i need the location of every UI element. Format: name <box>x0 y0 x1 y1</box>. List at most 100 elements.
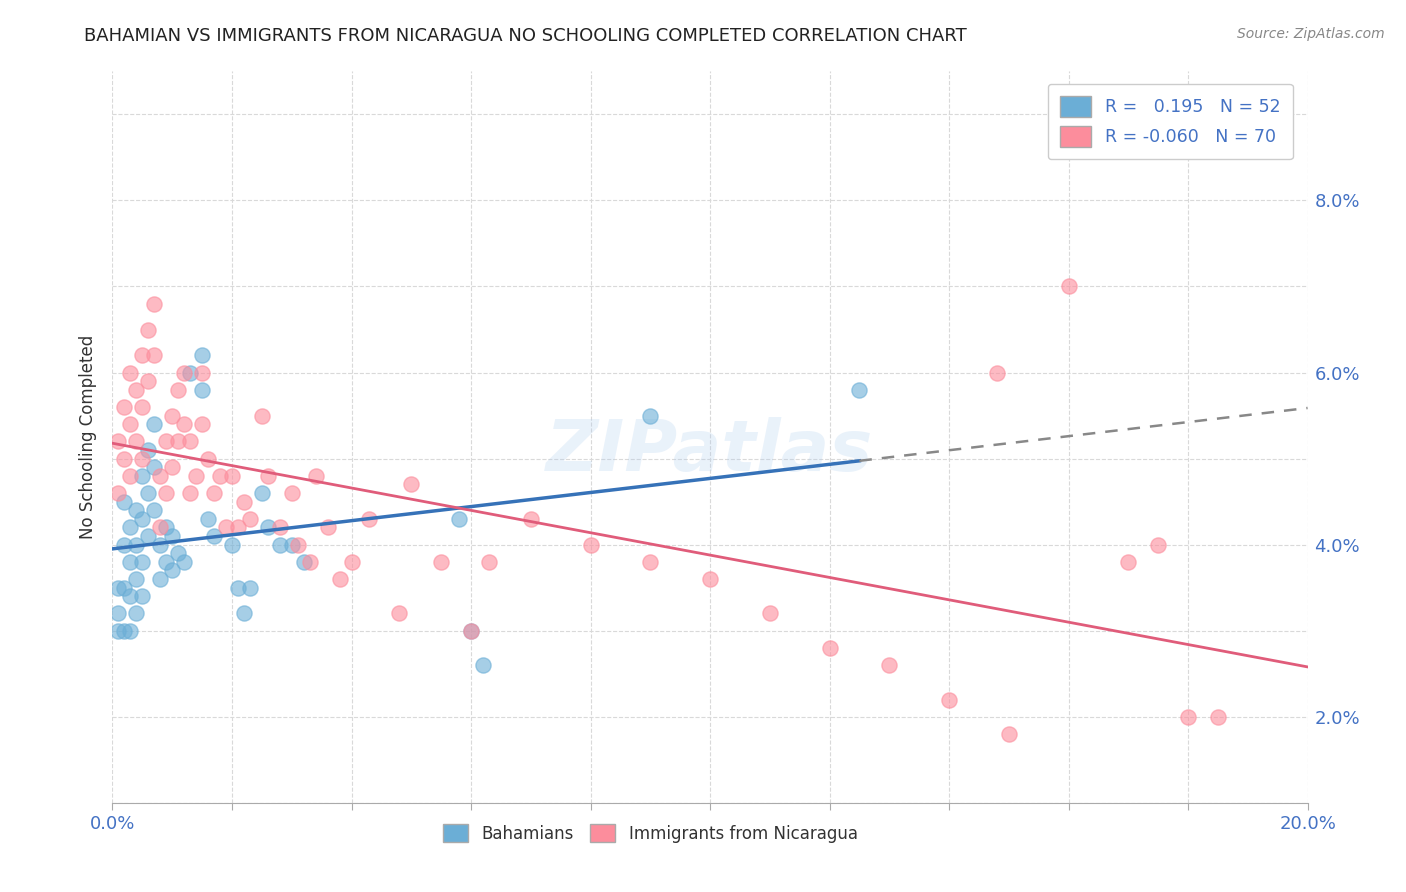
Point <box>1118 555 1140 569</box>
Point <box>1206 710 1229 724</box>
Point <box>281 486 304 500</box>
Text: ZIPatlas: ZIPatlas <box>547 417 873 486</box>
Point <box>460 624 482 638</box>
Point <box>120 468 142 483</box>
Point <box>173 555 195 569</box>
Point <box>138 486 160 500</box>
Point <box>191 366 214 380</box>
Point <box>131 400 153 414</box>
Point <box>114 538 135 552</box>
Point <box>329 572 352 586</box>
Point <box>120 417 142 432</box>
Point <box>125 572 148 586</box>
Point <box>143 460 166 475</box>
Point <box>998 727 1021 741</box>
Point <box>131 589 153 603</box>
Point <box>759 607 782 621</box>
Point <box>226 581 249 595</box>
Point <box>472 658 495 673</box>
Point <box>149 468 172 483</box>
Point <box>1057 279 1080 293</box>
Point <box>233 607 256 621</box>
Point <box>430 555 453 569</box>
Point <box>173 417 195 432</box>
Point <box>298 555 321 569</box>
Text: Source: ZipAtlas.com: Source: ZipAtlas.com <box>1237 27 1385 41</box>
Point <box>167 383 190 397</box>
Point <box>257 468 280 483</box>
Point <box>269 520 291 534</box>
Point <box>114 451 135 466</box>
Point <box>250 486 273 500</box>
Point <box>359 512 381 526</box>
Point <box>167 546 190 560</box>
Point <box>202 486 225 500</box>
Point <box>143 348 166 362</box>
Point <box>162 409 183 423</box>
Point <box>221 468 243 483</box>
Point <box>107 434 129 449</box>
Point <box>107 607 129 621</box>
Point <box>388 607 411 621</box>
Point <box>107 581 129 595</box>
Point <box>401 477 423 491</box>
Point <box>191 348 214 362</box>
Point <box>125 383 148 397</box>
Point <box>186 468 208 483</box>
Point <box>257 520 280 534</box>
Point <box>155 434 177 449</box>
Point <box>167 434 190 449</box>
Point <box>125 607 148 621</box>
Point <box>155 555 177 569</box>
Point <box>120 589 142 603</box>
Point <box>138 529 160 543</box>
Point <box>305 468 328 483</box>
Point <box>107 486 129 500</box>
Point <box>179 366 201 380</box>
Point <box>179 434 201 449</box>
Point <box>114 400 135 414</box>
Point <box>986 366 1008 380</box>
Point <box>191 417 214 432</box>
Point <box>120 555 142 569</box>
Point <box>226 520 249 534</box>
Point <box>120 624 142 638</box>
Point <box>340 555 363 569</box>
Point <box>460 624 482 638</box>
Point <box>818 640 841 655</box>
Point <box>114 494 135 508</box>
Point <box>269 538 291 552</box>
Y-axis label: No Schooling Completed: No Schooling Completed <box>79 335 97 539</box>
Point <box>125 503 148 517</box>
Point <box>143 296 166 310</box>
Text: BAHAMIAN VS IMMIGRANTS FROM NICARAGUA NO SCHOOLING COMPLETED CORRELATION CHART: BAHAMIAN VS IMMIGRANTS FROM NICARAGUA NO… <box>84 27 967 45</box>
Point <box>125 538 148 552</box>
Point <box>155 520 177 534</box>
Point <box>202 529 225 543</box>
Point <box>107 624 129 638</box>
Point <box>281 538 304 552</box>
Point <box>209 468 232 483</box>
Point <box>520 512 543 526</box>
Point <box>162 460 183 475</box>
Point <box>173 366 195 380</box>
Point <box>138 374 160 388</box>
Point <box>143 417 166 432</box>
Point <box>579 538 602 552</box>
Point <box>239 512 262 526</box>
Point <box>149 520 172 534</box>
Point <box>131 348 153 362</box>
Point <box>233 494 256 508</box>
Point <box>287 538 309 552</box>
Point <box>197 512 219 526</box>
Point <box>215 520 238 534</box>
Point <box>131 468 153 483</box>
Point <box>848 383 870 397</box>
Point <box>131 451 153 466</box>
Point <box>316 520 339 534</box>
Point <box>162 564 183 578</box>
Point <box>938 692 960 706</box>
Point <box>197 451 219 466</box>
Point <box>131 555 153 569</box>
Point <box>143 503 166 517</box>
